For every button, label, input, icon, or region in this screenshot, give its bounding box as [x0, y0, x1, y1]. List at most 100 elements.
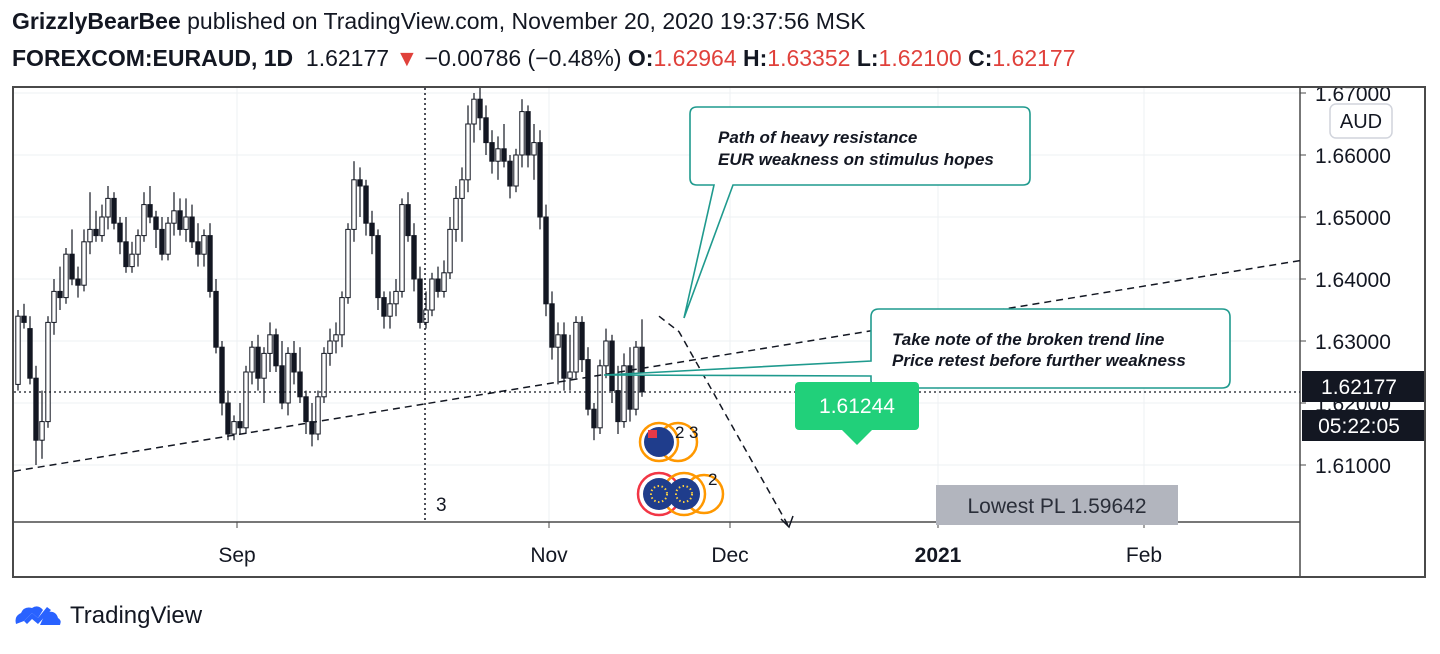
candle-body — [39, 421, 45, 441]
candle — [471, 93, 477, 143]
eu-stars-icon — [650, 485, 668, 503]
candle-body — [321, 352, 327, 398]
candle-body — [183, 216, 189, 230]
candle — [201, 229, 207, 267]
price-tick-label: 1.61000 — [1315, 455, 1391, 478]
candle — [447, 217, 453, 279]
open-value: 1.62964 — [653, 45, 737, 71]
candle — [489, 130, 495, 174]
candle-body — [315, 396, 321, 435]
candle — [159, 217, 165, 261]
target-price-label[interactable]: 1.61244 — [795, 382, 919, 445]
candle — [561, 322, 567, 391]
eu-stars-icon — [675, 485, 693, 503]
candle-body — [429, 278, 435, 311]
candle-body — [483, 117, 489, 144]
candle-body — [639, 346, 645, 393]
candle-body — [471, 98, 477, 125]
candle-body — [615, 390, 621, 423]
last-price-tag: 1.62177 — [1302, 371, 1424, 402]
event-icons[interactable]: 2 3 2 — [636, 421, 725, 517]
candle-body — [489, 142, 495, 162]
candle — [39, 390, 45, 459]
candle — [309, 403, 315, 447]
candle — [75, 266, 81, 298]
candle — [579, 316, 585, 372]
candle — [483, 105, 489, 155]
candle — [363, 179, 369, 236]
candle-body — [423, 309, 429, 323]
callout-resistance[interactable]: Path of heavy resistance EUR weakness on… — [683, 106, 1031, 319]
high-value: 1.63352 — [767, 45, 851, 71]
candle — [399, 198, 405, 298]
candle — [135, 229, 141, 267]
candle — [171, 192, 177, 236]
lowest-pl-label[interactable]: Lowest PL 1.59642 — [936, 485, 1178, 525]
close-label: C: — [968, 45, 993, 71]
candle-body — [27, 328, 33, 379]
candle — [219, 341, 225, 416]
candle — [615, 365, 621, 434]
candle-body — [327, 340, 333, 354]
close-value: 1.62177 — [992, 45, 1076, 71]
callout1-line2: EUR weakness on stimulus hopes — [718, 150, 994, 169]
candle — [315, 390, 321, 441]
candle-body — [555, 334, 561, 348]
candle-body — [231, 421, 237, 435]
candle — [195, 223, 201, 267]
event-ring-icon — [638, 421, 680, 463]
candle — [639, 319, 645, 397]
drawings-layer — [14, 259, 1302, 529]
candle-body — [15, 315, 21, 385]
candle — [537, 130, 543, 230]
candle — [627, 347, 633, 422]
currency-badge[interactable]: AUD — [1329, 103, 1393, 139]
candle-body — [393, 290, 399, 305]
candle-body — [63, 253, 69, 299]
symbol-label: FOREXCOM:EURAUD, 1D — [12, 45, 294, 71]
candle-body — [111, 197, 117, 224]
candle — [357, 167, 363, 217]
currency-text: AUD — [1340, 111, 1382, 133]
candle — [477, 88, 483, 131]
candle — [81, 229, 87, 292]
candle-body — [357, 179, 363, 187]
candle — [51, 279, 57, 335]
candle — [141, 192, 147, 242]
candle-body — [219, 346, 225, 404]
candle — [231, 415, 237, 441]
candle-body — [441, 272, 447, 292]
candle-body — [399, 204, 405, 292]
time-tick-label: Dec — [711, 544, 748, 567]
candle-body — [633, 346, 639, 410]
candle — [279, 341, 285, 410]
candle-body — [411, 235, 417, 280]
tradingview-footer[interactable]: TradingView — [12, 602, 202, 630]
candle-body — [99, 216, 105, 237]
candle — [243, 365, 249, 434]
candle-body — [303, 396, 309, 423]
candle-body — [453, 197, 459, 230]
candle — [111, 192, 117, 230]
candle-body — [627, 365, 633, 410]
candle — [387, 291, 393, 329]
candle-body — [213, 290, 219, 348]
candle-body — [477, 98, 483, 119]
candle — [321, 347, 327, 403]
callout-trendline[interactable]: Take note of the broken trend line Price… — [603, 308, 1231, 389]
candle-body — [543, 216, 549, 305]
chart-svg[interactable]: 1.610001.620001.630001.640001.650001.660… — [14, 88, 1424, 576]
candle-body — [87, 228, 93, 243]
chart-panel[interactable]: 1.61000 1.62000 1.63000 1.64000 1.65000 1.660… — [12, 86, 1426, 578]
candle-body — [531, 142, 537, 156]
candle-body — [525, 111, 531, 156]
author-name[interactable]: GrizzlyBearBee — [12, 8, 181, 34]
candle — [405, 192, 411, 242]
candle — [33, 365, 39, 465]
trend-line — [14, 259, 1302, 472]
candle-body — [81, 241, 87, 286]
candle — [69, 229, 75, 286]
candle — [423, 291, 429, 329]
candle — [573, 316, 579, 379]
candle — [453, 186, 459, 242]
